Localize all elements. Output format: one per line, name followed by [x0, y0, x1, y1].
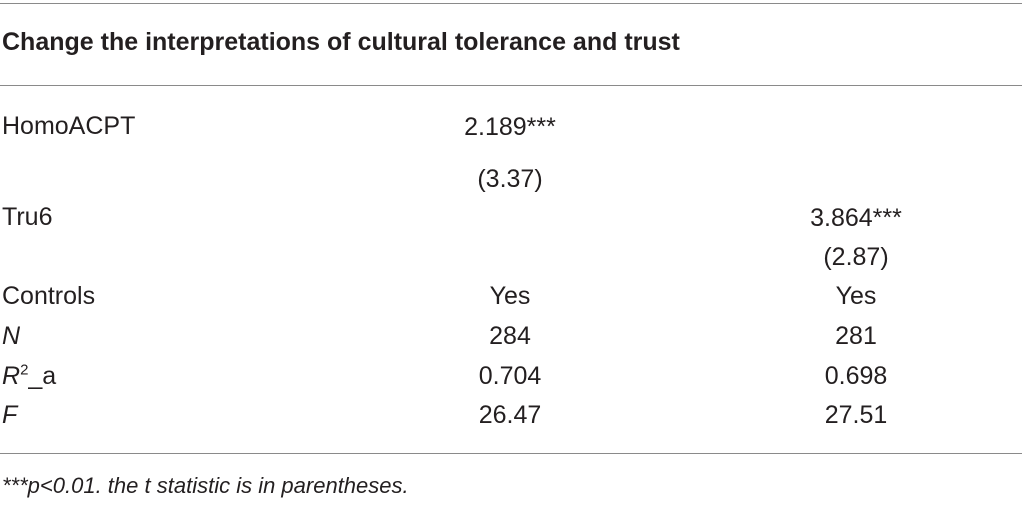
r2a-superscript: 2: [20, 361, 29, 379]
cell-n-col2: 281: [835, 322, 877, 350]
r2a-suffix: _a: [28, 362, 57, 390]
cell-controls-col1: Yes: [489, 282, 531, 310]
cell-r2a-col2: 0.698: [824, 362, 888, 390]
table-note: ***p<0.01. the t statistic is in parenth…: [2, 473, 409, 498]
row-label-f: F: [2, 401, 18, 429]
row-label-controls: Controls: [2, 282, 96, 310]
cell-homoacpt-tstat: (3.37): [477, 165, 543, 193]
cell-tru6-col2: 3.864***: [810, 204, 902, 232]
cell-n-col1: 284: [489, 322, 531, 350]
cell-tru6-tstat: (2.87): [823, 243, 889, 271]
bottom-rule: [0, 453, 1022, 454]
cell-controls-col2: Yes: [835, 282, 877, 310]
cell-f-col2: 27.51: [824, 401, 888, 429]
top-rule: [0, 3, 1022, 4]
row-label-r2a: R2_a: [2, 361, 57, 390]
r2a-main: R: [2, 362, 21, 390]
cell-f-col1: 26.47: [478, 401, 542, 429]
cell-r2a-col1: 0.704: [478, 362, 542, 390]
row-label-homoacpt: HomoACPT: [2, 112, 136, 140]
cell-homoacpt-col1: 2.189***: [464, 113, 556, 141]
header-rule: [0, 85, 1022, 86]
row-label-n: N: [2, 322, 21, 350]
table-title: Change the interpretations of cultural t…: [2, 28, 680, 56]
row-label-tru6: Tru6: [2, 203, 53, 231]
